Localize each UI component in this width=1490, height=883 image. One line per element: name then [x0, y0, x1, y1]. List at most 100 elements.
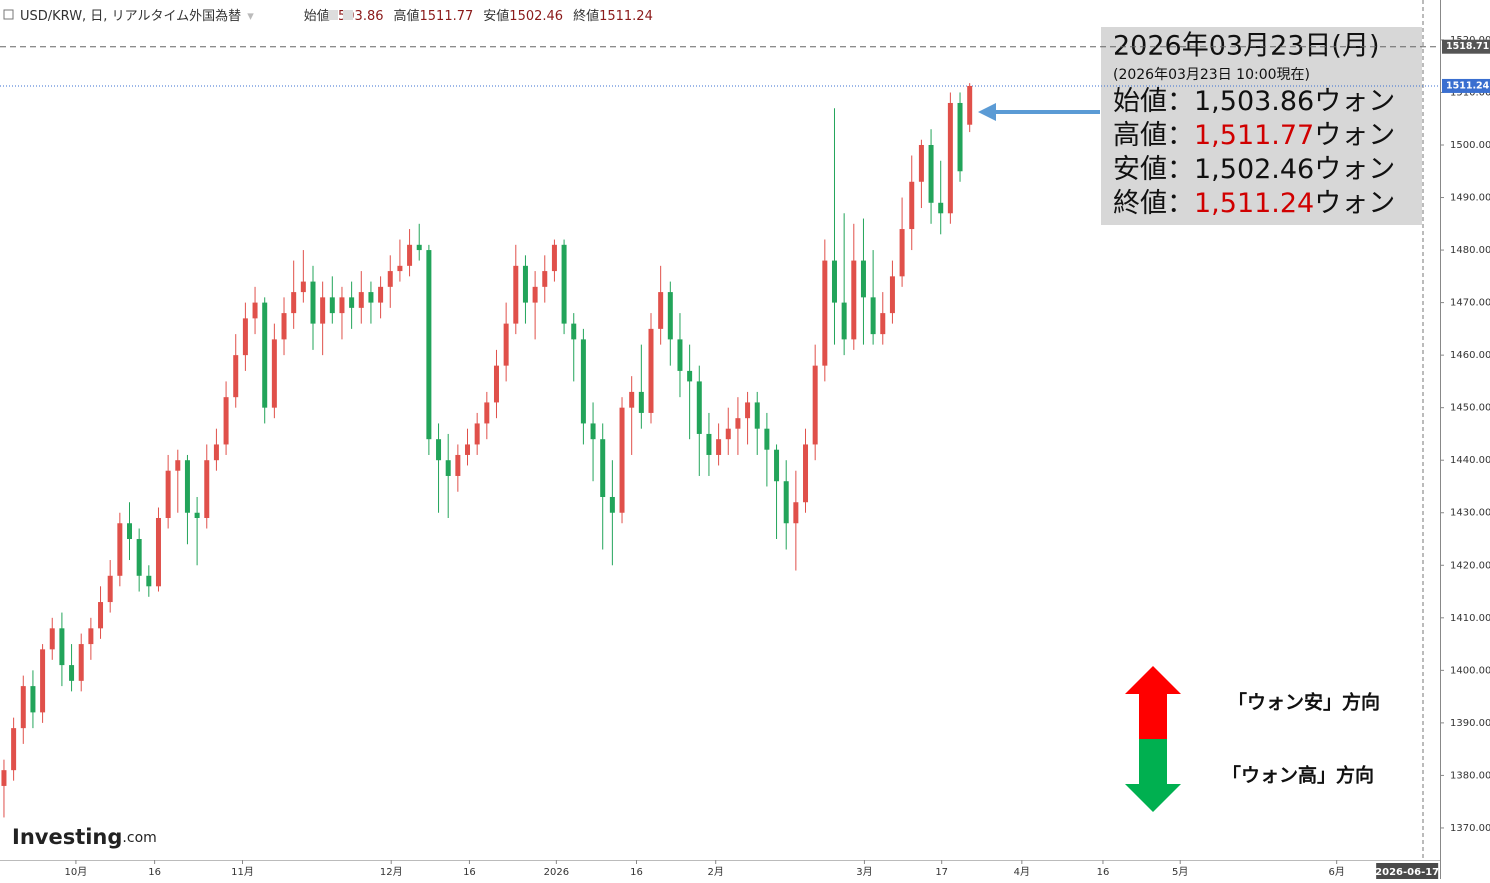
- header-spacer: ▾: [247, 9, 254, 24]
- candle-body: [677, 339, 683, 371]
- candle-body: [648, 328, 654, 413]
- candle-body: [426, 250, 432, 440]
- candle-body: [532, 286, 538, 303]
- candle-body: [889, 276, 895, 314]
- y-tick-label: 1510.00: [1450, 87, 1490, 98]
- candle-body: [822, 260, 828, 366]
- annotation-label: 始値：: [1113, 86, 1194, 117]
- x-tick-label: 16: [1097, 867, 1110, 878]
- candle-body: [242, 318, 248, 356]
- candle-body: [194, 512, 200, 518]
- candle-body: [155, 517, 161, 587]
- candle-body: [580, 339, 586, 424]
- candle-body: [687, 370, 693, 382]
- candle-body: [165, 470, 171, 518]
- candle-body: [329, 297, 335, 314]
- candle-body: [107, 575, 113, 603]
- header-icon: [343, 10, 353, 20]
- brand-suffix: .com: [122, 830, 156, 846]
- candle-body: [764, 428, 770, 450]
- candle-body: [609, 496, 615, 513]
- candle-body: [184, 460, 190, 513]
- candle-body: [407, 244, 413, 266]
- candle-body: [870, 297, 876, 335]
- annotation-box: [1101, 27, 1422, 225]
- candle-body: [175, 460, 181, 471]
- annotation-row: 終値：1,511.24ウォン: [1113, 188, 1395, 219]
- y-tick-label: 1460.00: [1450, 350, 1490, 361]
- candle-body: [136, 539, 142, 576]
- annotation: 2026年03月23日(月) (2026年03月23日 10:00現在) 始値：…: [1101, 27, 1422, 225]
- candle-body: [696, 381, 702, 434]
- annotation-unit: ウォン: [1314, 188, 1395, 219]
- candle-body: [735, 418, 741, 429]
- candle-body: [600, 439, 606, 497]
- annotation-date: 2026年03月23日(月): [1113, 31, 1380, 62]
- candle-body: [358, 292, 364, 308]
- x-tick-label: 11月: [231, 866, 254, 878]
- annotation-row: 始値：1,503.86ウォン: [1113, 86, 1395, 117]
- candle-body: [387, 271, 393, 287]
- candle-body: [860, 260, 866, 298]
- annotation-value: 1,511.77: [1194, 120, 1314, 151]
- candle-body: [59, 628, 65, 666]
- x-tick-label: 17: [935, 867, 948, 878]
- header-ohlc-label: 終値: [573, 8, 599, 24]
- candle-body: [812, 365, 818, 445]
- candle-body: [40, 649, 46, 713]
- cursor-date-box: [1376, 863, 1439, 879]
- annotation-row: 高値：1,511.77ウォン: [1113, 120, 1395, 151]
- y-tick-label: 1440.00: [1450, 455, 1490, 466]
- y-tick-label: 1390.00: [1450, 718, 1490, 729]
- header-ohlc-value: 1511.77: [420, 9, 474, 24]
- candle-body: [252, 302, 258, 319]
- brand-name: Investing: [12, 825, 122, 849]
- price-label-box: [1442, 78, 1490, 93]
- candle-body: [349, 297, 355, 308]
- candle-body: [590, 423, 596, 440]
- candle-body: [638, 391, 644, 413]
- header-ohlc-label: 始値: [304, 8, 330, 24]
- y-tick-label: 1370.00: [1450, 823, 1490, 834]
- candle-body: [658, 292, 664, 329]
- annotation-label: 高値：: [1113, 120, 1194, 151]
- x-tick-label: 5月: [1172, 866, 1188, 878]
- candle-body: [561, 244, 567, 324]
- candle-body: [223, 397, 229, 445]
- header-title: USD/KRW, 日, リアルタイム外国為替: [20, 8, 241, 24]
- candle-body: [667, 292, 673, 340]
- candle-body: [271, 339, 277, 408]
- candle-body: [725, 428, 731, 440]
- collapse-icon[interactable]: [3, 9, 14, 20]
- annotation-value: 1,503.86: [1194, 86, 1314, 117]
- candle-body: [30, 686, 36, 713]
- candle-body: [716, 439, 722, 455]
- candle-body: [11, 728, 17, 771]
- candle-body: [484, 402, 490, 424]
- candle-body: [851, 260, 857, 340]
- header-ohlc-value: 1511.24: [599, 9, 653, 24]
- price-label: 1518.71: [1446, 41, 1489, 52]
- y-tick-label: 1490.00: [1450, 193, 1490, 204]
- candle-body: [436, 439, 442, 461]
- y-tick-label: 1400.00: [1450, 665, 1490, 676]
- candle-body: [783, 481, 789, 524]
- candle-body: [233, 355, 239, 398]
- candle-body: [957, 102, 963, 172]
- annotation-label: 安値：: [1113, 154, 1194, 185]
- candle-body: [542, 271, 548, 287]
- x-tick-label: 12月: [380, 866, 403, 878]
- candle-body: [899, 229, 905, 277]
- candle-body: [745, 402, 751, 419]
- x-tick-label: 16: [463, 867, 476, 878]
- candle-body: [455, 454, 461, 476]
- candle-body: [20, 686, 26, 729]
- annotation-row: 安値：1,502.46ウォン: [1113, 154, 1395, 185]
- candle-body: [909, 181, 915, 230]
- header-ohlc-label: 安値: [483, 8, 509, 24]
- header-ohlc-value: 1502.46: [509, 9, 563, 24]
- y-tick-label: 1500.00: [1450, 140, 1490, 151]
- candle-body: [213, 444, 219, 461]
